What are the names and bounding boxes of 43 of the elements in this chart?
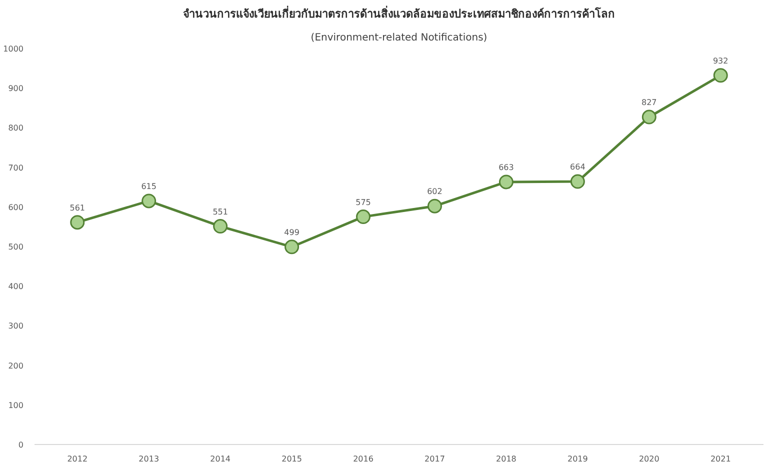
- chart-title: จำนวนการแจ้งเวียนเกี่ยวกับมาตรการด้านสิ่งแวดล้อมของประเทศสมาชิกองค์การการค้าโลก: [183, 6, 615, 20]
- point: [642, 110, 656, 124]
- x-tick-label: 2020: [638, 454, 660, 464]
- data-label: 602: [427, 187, 442, 196]
- y-tick-label: 100: [8, 400, 24, 410]
- x-tick-label: 2019: [567, 454, 588, 464]
- data-label: 615: [141, 182, 156, 191]
- x-tick-label: 2012: [67, 454, 88, 464]
- y-tick-label: 0: [18, 440, 24, 450]
- data-label: 664: [570, 162, 586, 172]
- data-label: 499: [284, 228, 300, 237]
- point: [142, 194, 156, 208]
- x-tick-label: 2014: [210, 454, 231, 464]
- data-label: 827: [642, 98, 657, 108]
- point: [713, 68, 728, 83]
- x-tick-label: 2016: [353, 454, 374, 464]
- data-label: 663: [498, 162, 514, 172]
- point: [70, 215, 85, 230]
- y-tick-label: 600: [8, 202, 24, 212]
- data-label: 561: [70, 203, 86, 212]
- y-tick-label: 1000: [3, 44, 24, 54]
- x-tick-label: 2013: [138, 454, 160, 464]
- chart-subtitle: (Environment-related Notifications): [310, 32, 488, 44]
- y-tick-label: 500: [8, 242, 24, 252]
- x-tick-label: 2021: [710, 454, 731, 464]
- point: [213, 219, 228, 234]
- point: [427, 198, 442, 214]
- y-tick-label: 300: [8, 322, 24, 331]
- point: [284, 240, 300, 254]
- x-tick-label: 2018: [496, 454, 516, 464]
- data-label: 932: [712, 56, 728, 66]
- point: [498, 174, 514, 190]
- point: [356, 210, 371, 224]
- x-tick-label: 2015: [282, 454, 302, 464]
- data-label: 575: [356, 198, 371, 207]
- data-label: 551: [212, 207, 228, 216]
- y-tick-label: 700: [8, 163, 24, 172]
- y-tick-label: 800: [8, 124, 24, 133]
- point: [570, 174, 585, 189]
- x-tick-label: 2017: [424, 454, 445, 464]
- y-tick-label: 400: [8, 282, 24, 292]
- y-tick-label: 900: [8, 84, 24, 94]
- y-tick-label: 200: [8, 361, 24, 370]
